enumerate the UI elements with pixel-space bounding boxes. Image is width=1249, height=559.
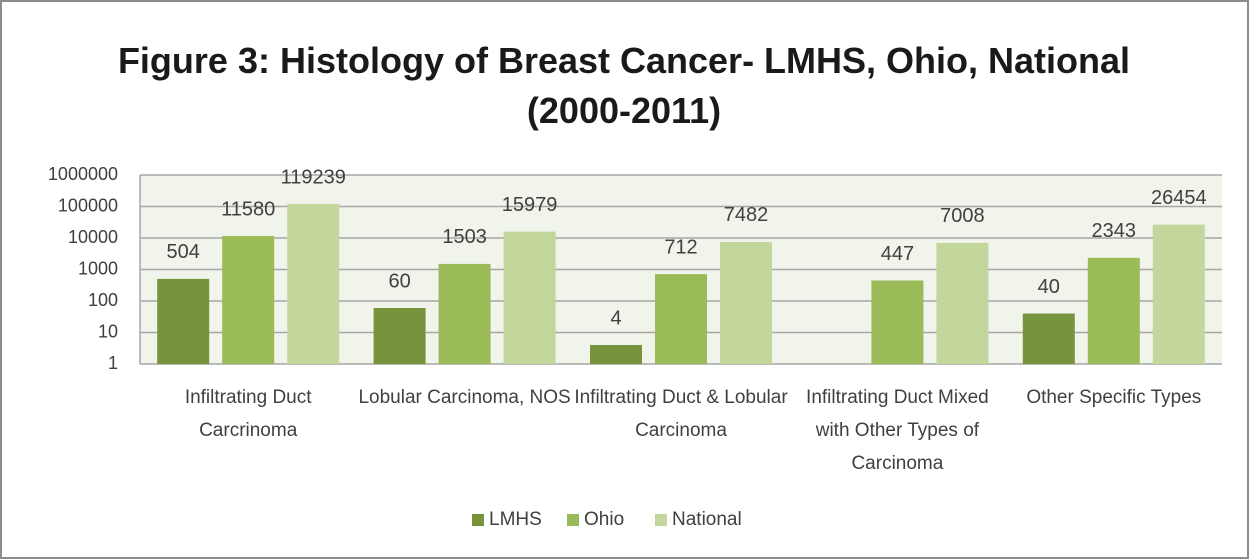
value-label: 712 bbox=[664, 236, 697, 258]
value-label: 11580 bbox=[221, 198, 275, 220]
legend-swatch bbox=[472, 514, 484, 526]
value-label: 40 bbox=[1038, 276, 1060, 298]
y-tick-label: 1000000 bbox=[48, 164, 118, 184]
value-label: 15979 bbox=[502, 194, 558, 216]
legend-label: Ohio bbox=[584, 509, 624, 530]
x-tick-label: Infiltrating Duct Carcrinoma bbox=[184, 387, 312, 441]
y-tick-label: 10 bbox=[98, 321, 118, 341]
bar bbox=[287, 204, 340, 364]
y-tick-label: 1 bbox=[108, 353, 118, 373]
bar bbox=[871, 280, 924, 364]
chart-title: Figure 3: Histology of Breast Cancer- LM… bbox=[117, 40, 1131, 131]
value-label: 1503 bbox=[442, 226, 487, 248]
value-label: 504 bbox=[167, 241, 200, 263]
x-tick-label: Infiltrating Duct & Lobular Carcinoma bbox=[574, 387, 788, 441]
bar bbox=[1087, 257, 1140, 364]
y-tick-label: 1000 bbox=[78, 258, 118, 278]
bar bbox=[1022, 313, 1075, 364]
y-tick-label: 100 bbox=[88, 290, 118, 310]
legend-swatch bbox=[655, 514, 667, 526]
bar bbox=[222, 235, 275, 364]
value-label: 7008 bbox=[940, 205, 985, 227]
bar bbox=[503, 231, 556, 364]
value-label: 2343 bbox=[1092, 220, 1137, 242]
x-tick-label: Other Specific Types bbox=[1026, 387, 1202, 408]
value-label: 447 bbox=[881, 243, 914, 265]
bar bbox=[720, 241, 772, 364]
value-label: 119239 bbox=[281, 166, 346, 188]
bar bbox=[1152, 224, 1205, 364]
value-label: 7482 bbox=[724, 204, 769, 226]
bar bbox=[157, 278, 210, 364]
bar bbox=[655, 274, 707, 364]
bar bbox=[936, 242, 989, 364]
x-tick-label: Infiltrating Duct Mixed with Other Types… bbox=[806, 387, 989, 474]
value-label: 60 bbox=[388, 270, 410, 292]
bar bbox=[438, 263, 491, 364]
bar bbox=[373, 307, 426, 364]
y-tick-label: 10000 bbox=[68, 227, 118, 247]
value-label: 4 bbox=[610, 307, 621, 329]
y-tick-label: 100000 bbox=[58, 195, 118, 215]
legend-swatch bbox=[567, 514, 579, 526]
value-label: 26454 bbox=[1151, 187, 1207, 209]
bar bbox=[590, 345, 642, 364]
legend-label: National bbox=[672, 509, 742, 530]
legend-label: LMHS bbox=[489, 509, 542, 530]
x-tick-label: Lobular Carcinoma, NOS bbox=[358, 387, 571, 408]
